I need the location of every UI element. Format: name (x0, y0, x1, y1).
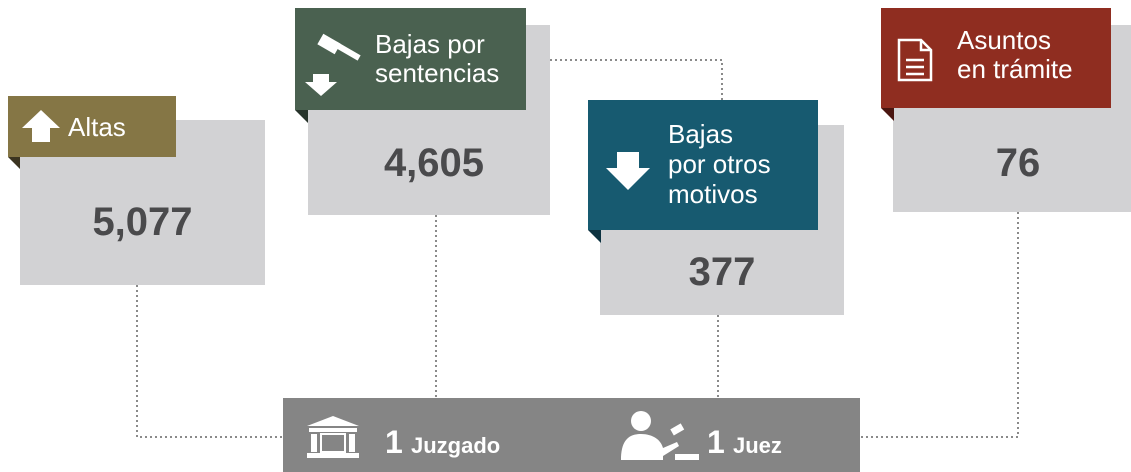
card-value: 377 (688, 250, 756, 294)
fold (295, 110, 308, 123)
label-text: Bajas por (375, 29, 485, 59)
connector (136, 285, 283, 438)
connector (860, 212, 1019, 438)
card-value: 4,605 (383, 141, 485, 185)
card-value: 76 (995, 141, 1041, 185)
connector (550, 59, 723, 100)
label-text: en trámite (957, 54, 1073, 84)
label-text: motivos (668, 179, 758, 209)
judge-label: Juez (733, 433, 782, 458)
document-icon (897, 38, 933, 82)
fold (881, 108, 894, 121)
label-text: Altas (68, 112, 126, 142)
fold (588, 230, 601, 243)
gavel-icon (305, 33, 361, 96)
card-label: Bajas por otros motivos (588, 100, 818, 230)
label-text: Asuntos (957, 25, 1051, 55)
footer-bar: 1 Juzgado 1 Juez (283, 398, 860, 472)
judge-count: 1 (707, 424, 725, 460)
card-label: Asuntos en trámite (881, 8, 1111, 108)
court-icon (307, 416, 359, 458)
up-arrow-icon (22, 110, 60, 142)
down-arrow-icon (606, 152, 650, 190)
judge-icon (621, 411, 699, 460)
label-text: por otros (668, 149, 771, 179)
label-text: Bajas (668, 119, 734, 149)
court-count: 1 (385, 424, 403, 460)
court-label: Juzgado (411, 433, 501, 458)
card-label: Altas (8, 96, 176, 157)
fold (8, 157, 20, 169)
label-text: sentencias (375, 58, 500, 88)
card-label: Bajas por sentencias (295, 8, 526, 110)
card-value: 5,077 (92, 200, 193, 244)
